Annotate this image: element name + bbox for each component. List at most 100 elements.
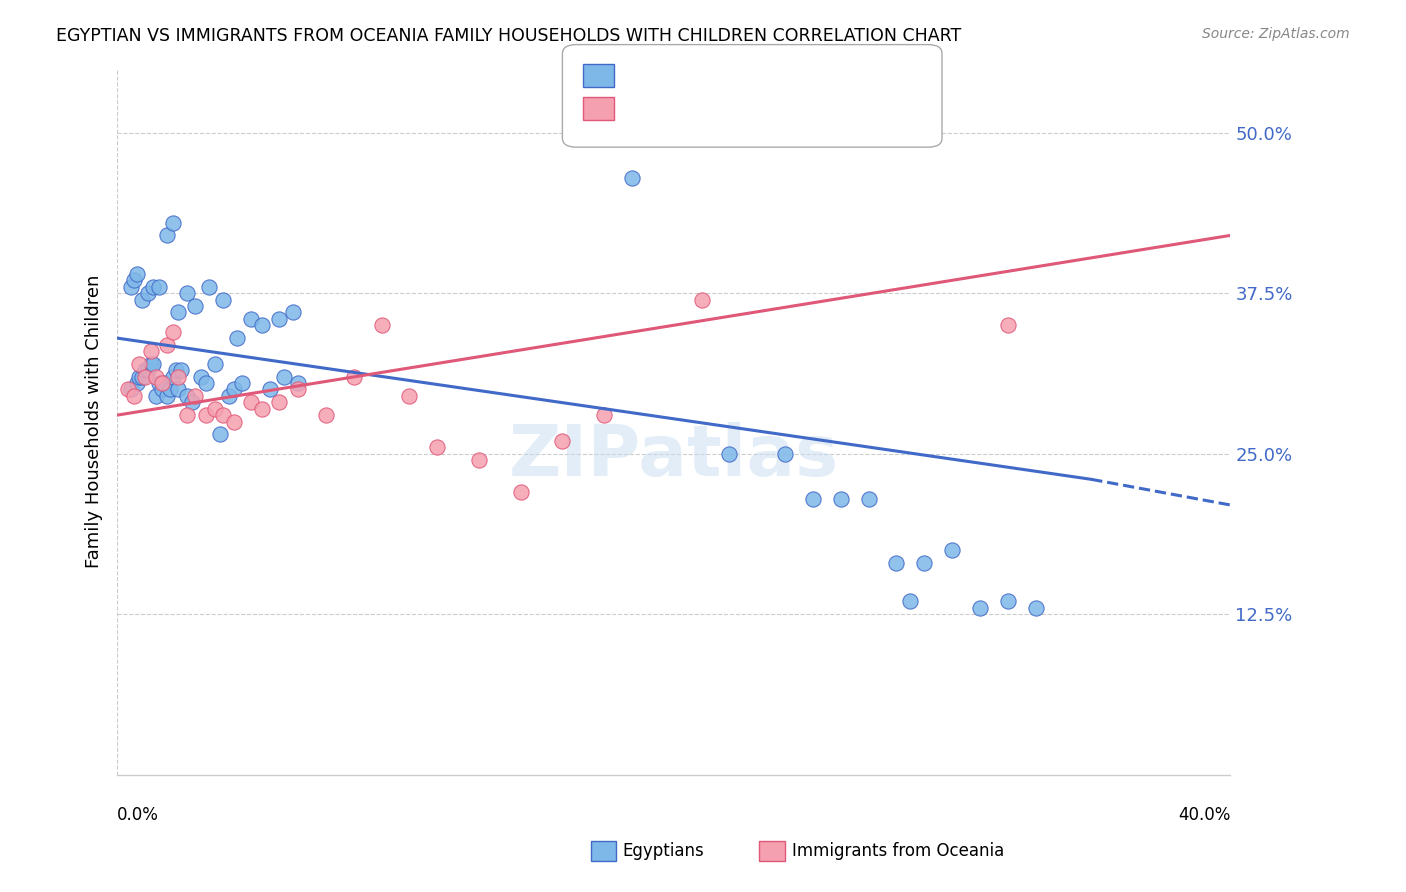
Point (156, 389, 179, 403)
Text: ZIPatlas: ZIPatlas (509, 422, 839, 491)
Point (225, 331, 247, 345)
Point (259, 383, 281, 397)
Point (128, 369, 150, 384)
Point (212, 408, 235, 422)
Point (184, 299, 207, 313)
Point (131, 293, 153, 307)
Point (167, 369, 190, 384)
Point (134, 363, 156, 377)
Point (150, 383, 173, 397)
Point (287, 376, 309, 390)
Point (170, 363, 193, 377)
Point (250, 401, 273, 416)
Point (176, 408, 198, 422)
Point (204, 357, 226, 371)
Point (941, 543, 963, 558)
Point (176, 389, 198, 403)
Point (156, 228, 179, 243)
Point (184, 389, 207, 403)
Point (156, 337, 179, 351)
Point (122, 273, 145, 287)
Point (690, 293, 713, 307)
Point (145, 369, 167, 384)
Point (181, 395, 204, 409)
Text: 0.0%: 0.0% (117, 806, 159, 824)
Point (159, 383, 181, 397)
Point (128, 357, 150, 371)
Point (273, 369, 295, 384)
Point (593, 408, 616, 422)
Point (222, 415, 245, 429)
Point (162, 216, 184, 230)
Point (165, 363, 187, 377)
Point (969, 600, 991, 615)
Point (267, 311, 290, 326)
Point (218, 389, 240, 403)
Point (148, 279, 170, 293)
Point (204, 401, 226, 416)
Point (122, 389, 145, 403)
Point (134, 369, 156, 384)
Point (898, 594, 921, 608)
Point (287, 383, 309, 397)
Point (250, 318, 273, 333)
Point (190, 369, 212, 384)
Point (195, 408, 218, 422)
Point (212, 293, 235, 307)
Text: R =  0.348   N = 31: R = 0.348 N = 31 (619, 100, 789, 118)
Point (370, 318, 392, 333)
Point (231, 376, 253, 390)
Text: EGYPTIAN VS IMMIGRANTS FROM OCEANIA FAMILY HOUSEHOLDS WITH CHILDREN CORRELATION : EGYPTIAN VS IMMIGRANTS FROM OCEANIA FAMI… (56, 27, 962, 45)
Point (718, 447, 741, 461)
Point (997, 594, 1019, 608)
Point (195, 376, 218, 390)
Point (551, 434, 574, 448)
Point (315, 408, 337, 422)
Point (148, 376, 170, 390)
Point (176, 286, 198, 301)
Point (120, 383, 142, 397)
Point (167, 305, 190, 319)
Text: R = -0.251   N = 62: R = -0.251 N = 62 (619, 67, 790, 85)
Point (830, 491, 852, 506)
Point (858, 491, 880, 506)
Point (117, 383, 139, 397)
Point (239, 311, 262, 326)
Point (162, 325, 184, 339)
Point (267, 395, 290, 409)
Point (773, 447, 796, 461)
Point (136, 363, 159, 377)
Point (343, 369, 366, 384)
Point (209, 427, 232, 442)
Text: 40.0%: 40.0% (1178, 806, 1230, 824)
Point (139, 343, 162, 358)
Point (125, 376, 148, 390)
Point (145, 389, 167, 403)
Point (468, 453, 491, 467)
Point (239, 395, 262, 409)
Point (509, 485, 531, 500)
Point (167, 383, 190, 397)
Y-axis label: Family Households with Children: Family Households with Children (86, 275, 103, 568)
Point (153, 376, 176, 390)
Point (912, 556, 935, 570)
Point (162, 369, 184, 384)
Point (142, 279, 165, 293)
Point (801, 491, 824, 506)
Text: Immigrants from Oceania: Immigrants from Oceania (792, 842, 1004, 860)
Point (136, 286, 159, 301)
Point (120, 279, 142, 293)
Point (222, 383, 245, 397)
Point (131, 369, 153, 384)
Point (997, 318, 1019, 333)
Point (621, 170, 644, 185)
Point (125, 267, 148, 281)
Point (139, 357, 162, 371)
Point (198, 279, 221, 293)
Point (281, 305, 304, 319)
Text: Source: ZipAtlas.com: Source: ZipAtlas.com (1202, 27, 1350, 41)
Point (426, 440, 449, 454)
Text: Egyptians: Egyptians (623, 842, 704, 860)
Point (398, 389, 420, 403)
Point (1025, 600, 1047, 615)
